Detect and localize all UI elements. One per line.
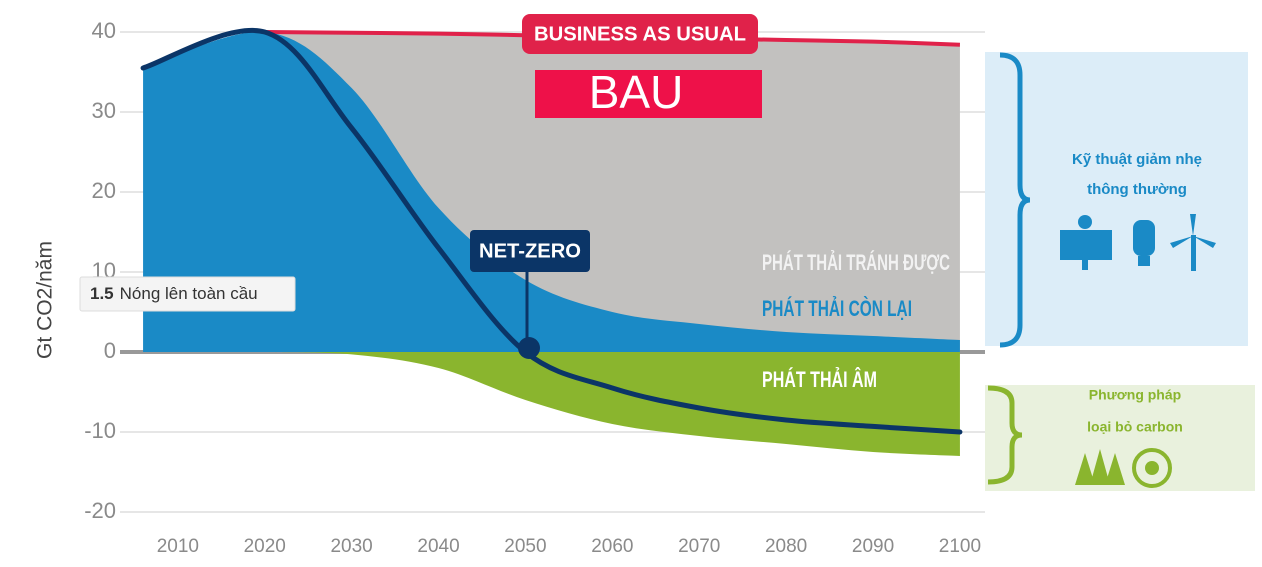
tree-icon bbox=[1075, 449, 1125, 485]
x-tick-label: 2080 bbox=[765, 536, 807, 557]
area bbox=[143, 31, 960, 352]
sun-icon bbox=[1078, 215, 1092, 229]
turbine-icon bbox=[1170, 214, 1216, 248]
area-label: PHÁT THẢI CÒN LẠI bbox=[762, 296, 912, 321]
x-tick-label: 2010 bbox=[157, 536, 199, 557]
removal-label: loại bỏ carbon bbox=[1087, 419, 1183, 435]
tooltip-label: Nóng lên toàn cầu bbox=[120, 284, 258, 303]
x-tick-label: 2060 bbox=[591, 536, 633, 557]
solar-icon bbox=[1060, 230, 1112, 260]
turbine-icon bbox=[1191, 235, 1196, 271]
area-label: PHÁT THẢI ÂM bbox=[762, 367, 877, 392]
tooltip-text: 1.5 Nóng lên toàn cầu bbox=[90, 284, 258, 303]
area bbox=[264, 352, 960, 456]
y-tick-label: 30 bbox=[92, 98, 116, 123]
brace bbox=[999, 52, 1031, 348]
solar-icon bbox=[1082, 260, 1088, 270]
y-axis-label: Gt CO2/năm bbox=[34, 241, 57, 359]
y-tick-label: -10 bbox=[84, 418, 116, 443]
icons bbox=[1075, 448, 1172, 488]
x-tick-label: 2050 bbox=[504, 536, 546, 557]
bau-banner bbox=[522, 14, 758, 54]
bulb-icon bbox=[1138, 256, 1150, 266]
net-zero-dot bbox=[518, 337, 540, 359]
brace bbox=[987, 385, 1023, 485]
x-tick-label: 2040 bbox=[417, 536, 459, 557]
y-tick-label: 40 bbox=[92, 18, 116, 43]
bau-text: BAU bbox=[589, 66, 684, 118]
area-label: PHÁT THẢI TRÁNH ĐƯỢC bbox=[762, 250, 950, 275]
bau-banner-text: BUSINESS AS USUAL bbox=[534, 23, 746, 45]
wood-icon bbox=[1145, 461, 1159, 475]
x-tick-label: 2090 bbox=[852, 536, 894, 557]
tooltip-value: 1.5 bbox=[90, 284, 114, 303]
net-zero-box bbox=[470, 230, 590, 272]
bau-box bbox=[535, 70, 762, 118]
y-tick-label: 20 bbox=[92, 178, 116, 203]
net-zero-text: NET-ZERO bbox=[479, 240, 581, 262]
icons bbox=[1060, 214, 1216, 271]
mitigation-label: Kỹ thuật giảm nhẹ bbox=[1072, 151, 1202, 168]
y-tick-label: -20 bbox=[84, 498, 116, 523]
x-tick-label: 2020 bbox=[244, 536, 286, 557]
wood-icon bbox=[1132, 448, 1172, 488]
mitigation-label: thông thường bbox=[1087, 181, 1187, 198]
removal-label: Phương pháp bbox=[1089, 387, 1181, 403]
y-tick-label: 0 bbox=[104, 338, 116, 363]
x-tick-label: 2100 bbox=[939, 536, 981, 557]
bulb-icon bbox=[1133, 220, 1155, 256]
x-tick-label: 2030 bbox=[330, 536, 372, 557]
tooltip bbox=[79, 276, 296, 312]
plot bbox=[140, 27, 963, 456]
x-tick-label: 2070 bbox=[678, 536, 720, 557]
